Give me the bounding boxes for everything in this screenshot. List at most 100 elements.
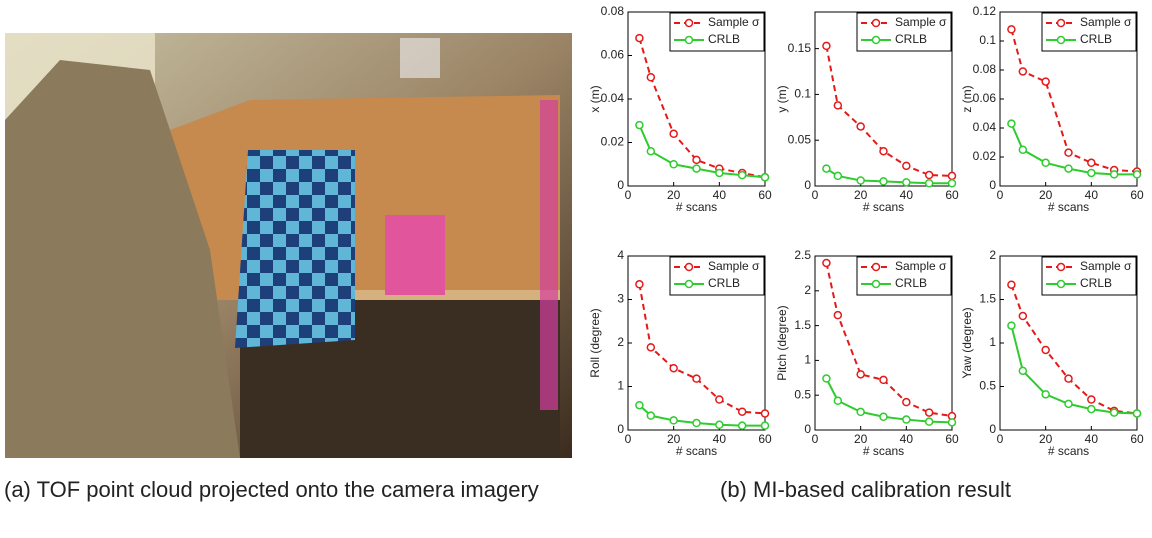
y-tick-label: 0.04 — [973, 120, 997, 134]
marker — [646, 73, 656, 82]
marker — [822, 258, 831, 268]
x-tick-label: 20 — [854, 432, 868, 446]
marker — [635, 33, 644, 43]
marker — [822, 374, 831, 383]
marker — [737, 421, 747, 430]
legend-marker — [871, 35, 881, 45]
y-tick-label: 0 — [989, 422, 996, 436]
marker — [1018, 67, 1028, 76]
legend-box — [856, 12, 952, 52]
y-tick-label: 0 — [617, 422, 624, 436]
legend-label: CRLB — [708, 276, 740, 290]
x-tick-label: 20 — [667, 188, 681, 202]
x-axis-label: # scans — [1048, 444, 1089, 458]
marker — [760, 421, 770, 430]
x-axis-label: # scans — [863, 444, 904, 458]
x-tick-label: 0 — [812, 188, 819, 202]
legend-marker — [684, 262, 694, 272]
y-tick-label: 1 — [804, 353, 811, 367]
y-tick-label: 0.04 — [601, 91, 625, 105]
marker — [1007, 25, 1016, 34]
y-tick-label: 0.15 — [788, 41, 812, 55]
x-tick-label: 60 — [945, 188, 959, 202]
x-tick-label: 40 — [713, 188, 727, 202]
y-tick-label: 0 — [804, 178, 811, 192]
y-axis-label: z (m) — [960, 85, 974, 112]
x-tick-label: 0 — [997, 188, 1004, 202]
marker — [1007, 280, 1016, 289]
y-tick-label: 0.05 — [788, 132, 812, 146]
y-tick-label: 0.06 — [973, 91, 997, 105]
legend-label: CRLB — [895, 32, 927, 46]
marker — [902, 397, 911, 407]
marker — [715, 395, 724, 404]
legend-marker — [871, 279, 881, 289]
y-tick-label: 0.02 — [973, 149, 997, 163]
marker — [1109, 408, 1119, 417]
x-axis-label: # scans — [863, 200, 904, 214]
marker — [635, 280, 644, 289]
marker — [646, 146, 656, 156]
marker — [833, 171, 843, 181]
x-tick-label: 60 — [1130, 188, 1144, 202]
y-tick-label: 0.08 — [973, 62, 997, 76]
legend-label: Sample σ — [895, 15, 947, 29]
y-axis-label: Yaw (degree) — [960, 307, 974, 378]
marker — [1087, 158, 1096, 168]
y-tick-label: 0.1 — [794, 87, 811, 101]
marker — [1007, 321, 1016, 330]
x-axis-label: # scans — [676, 200, 717, 214]
marker — [1132, 170, 1142, 179]
marker — [1064, 164, 1073, 173]
marker — [1041, 345, 1050, 355]
x-tick-label: 20 — [854, 188, 868, 202]
marker — [879, 177, 888, 186]
marker — [902, 415, 911, 424]
y-tick-label: 0 — [804, 422, 811, 436]
marker — [1007, 119, 1016, 128]
marker — [924, 179, 934, 188]
legend-label: Sample σ — [708, 15, 760, 29]
y-tick-label: 1.5 — [794, 318, 811, 332]
x-tick-label: 40 — [900, 188, 914, 202]
marker — [1041, 77, 1050, 86]
marker — [737, 407, 747, 416]
marker — [760, 409, 770, 418]
y-tick-label: 0.1 — [979, 33, 996, 47]
marker — [833, 396, 843, 406]
marker — [856, 407, 865, 417]
marker — [692, 418, 701, 428]
legend-box — [669, 256, 765, 296]
marker — [1041, 158, 1050, 168]
marker — [902, 178, 911, 187]
y-tick-label: 0.06 — [601, 48, 625, 62]
marker — [947, 418, 957, 427]
y-axis-label: Pitch (degree) — [775, 305, 789, 380]
marker — [924, 417, 934, 426]
y-tick-label: 2 — [989, 248, 996, 262]
caption: (b) MI-based calibration result — [720, 477, 1012, 502]
chart: 0 0.5 1 1.5 2 2.5 0 20 40 60 # scans Pitch (degree)… — [775, 248, 959, 458]
marker — [1018, 366, 1028, 376]
x-tick-label: 60 — [945, 432, 959, 446]
y-tick-label: 0 — [989, 178, 996, 192]
legend-marker — [684, 18, 694, 28]
x-tick-label: 0 — [997, 432, 1004, 446]
y-tick-label: 2 — [804, 283, 811, 297]
marker — [669, 363, 678, 373]
y-axis-label: y (m) — [775, 85, 789, 112]
marker — [1087, 404, 1096, 414]
y-tick-label: 0.5 — [979, 379, 996, 393]
legend-label: Sample σ — [708, 259, 760, 273]
marker — [947, 171, 957, 181]
y-axis-label: x (m) — [588, 85, 602, 112]
marker — [924, 170, 934, 180]
marker — [1064, 148, 1073, 157]
legend-marker — [684, 279, 694, 289]
legend-label: Sample σ — [1080, 259, 1132, 273]
y-tick-label: 4 — [617, 248, 624, 262]
marker — [1018, 145, 1028, 154]
marker — [902, 161, 911, 171]
